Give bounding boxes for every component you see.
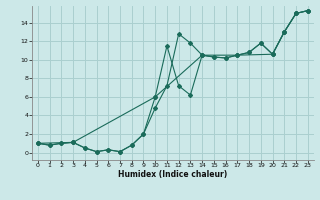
- X-axis label: Humidex (Indice chaleur): Humidex (Indice chaleur): [118, 170, 228, 179]
